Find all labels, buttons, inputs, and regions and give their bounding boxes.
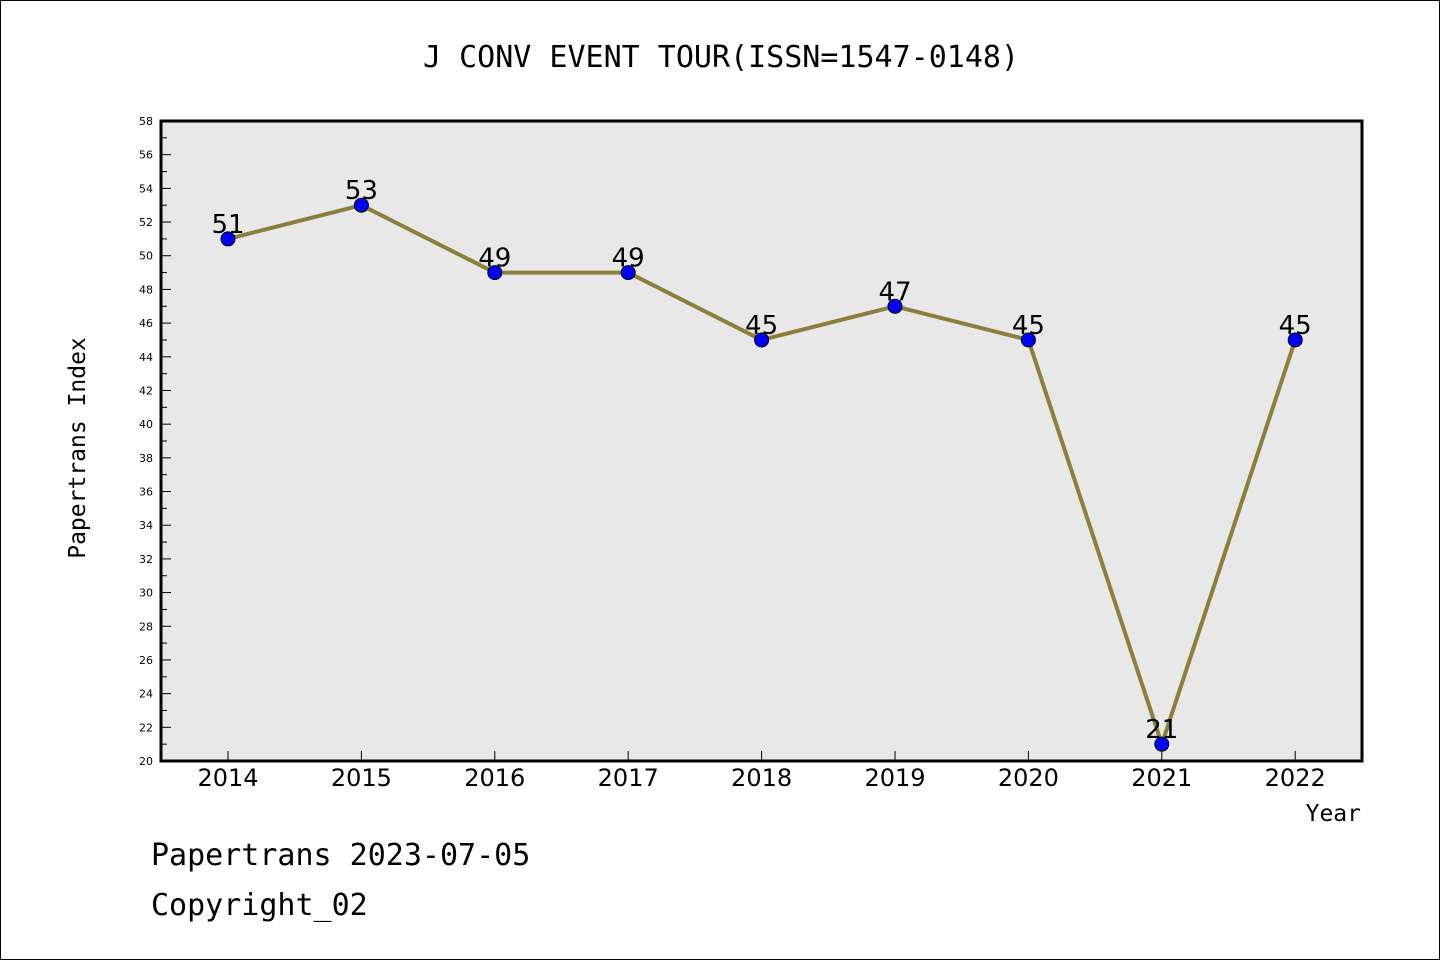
data-point	[754, 332, 770, 348]
y-tick-label: 22	[139, 721, 153, 734]
chart-title: J CONV EVENT TOUR(ISSN=1547-0148)	[423, 40, 1019, 75]
data-point	[353, 197, 369, 213]
y-tick-label: 58	[139, 115, 153, 128]
y-tick-label: 38	[139, 452, 153, 465]
data-point	[220, 231, 236, 247]
y-tick-label: 24	[139, 688, 153, 701]
data-label: 49	[612, 244, 645, 274]
y-tick-label: 46	[139, 317, 153, 330]
y-tick-label: 42	[139, 384, 153, 397]
y-tick-label: 36	[139, 486, 153, 499]
data-point	[620, 265, 636, 281]
data-point	[887, 298, 903, 314]
y-tick-label: 26	[139, 654, 153, 667]
y-tick-label: 50	[139, 250, 153, 263]
data-label: 45	[1012, 311, 1045, 341]
data-point	[1020, 332, 1036, 348]
x-axis: 2014 2015 2016 2017 2018 2019 2020 2021 2022	[197, 751, 1326, 792]
data-label: 53	[345, 176, 378, 206]
y-tick-label: 48	[139, 283, 153, 296]
y-tick-label: 28	[139, 620, 153, 633]
x-tick-label: 2018	[731, 764, 792, 792]
data-point	[487, 265, 503, 281]
data-label: 47	[878, 277, 911, 307]
y-tick-label: 30	[139, 587, 153, 600]
data-label: 21	[1145, 715, 1178, 745]
y-tick-label: 44	[139, 351, 153, 364]
y-tick-label: 54	[139, 182, 153, 195]
x-axis-label: Year	[1306, 801, 1361, 827]
y-tick-label: 56	[139, 149, 153, 162]
data-label: 49	[478, 244, 511, 274]
x-tick-label: 2014	[197, 764, 258, 792]
data-point	[1287, 332, 1303, 348]
data-point	[1154, 736, 1170, 752]
data-label: 45	[745, 311, 778, 341]
x-tick-label: 2022	[1265, 764, 1326, 792]
x-tick-label: 2020	[998, 764, 1059, 792]
series-group: 51 53 49 49 45 47 45 21 45	[211, 176, 1312, 752]
footer-date: Papertrans 2023-07-05	[151, 838, 530, 873]
y-tick-label: 32	[139, 553, 153, 566]
x-tick-label: 2021	[1131, 764, 1192, 792]
x-tick-label: 2016	[464, 764, 525, 792]
y-axis: 20 22 24 26 28 30 32 34 36 38 40 42 44 46 48 50 52 54 56 58	[139, 115, 171, 768]
x-tick-label: 2015	[331, 764, 392, 792]
y-axis-label: Papertrans Index	[65, 337, 91, 559]
x-tick-label: 2017	[598, 764, 659, 792]
data-label: 51	[211, 210, 244, 240]
data-label: 45	[1279, 311, 1312, 341]
y-tick-label: 40	[139, 418, 153, 431]
y-tick-label: 20	[139, 755, 153, 768]
y-tick-label: 52	[139, 216, 153, 229]
plot-area	[159, 119, 1364, 763]
y-tick-label: 34	[139, 519, 153, 532]
x-tick-label: 2019	[864, 764, 925, 792]
footer-copyright: Copyright_02	[151, 888, 368, 923]
